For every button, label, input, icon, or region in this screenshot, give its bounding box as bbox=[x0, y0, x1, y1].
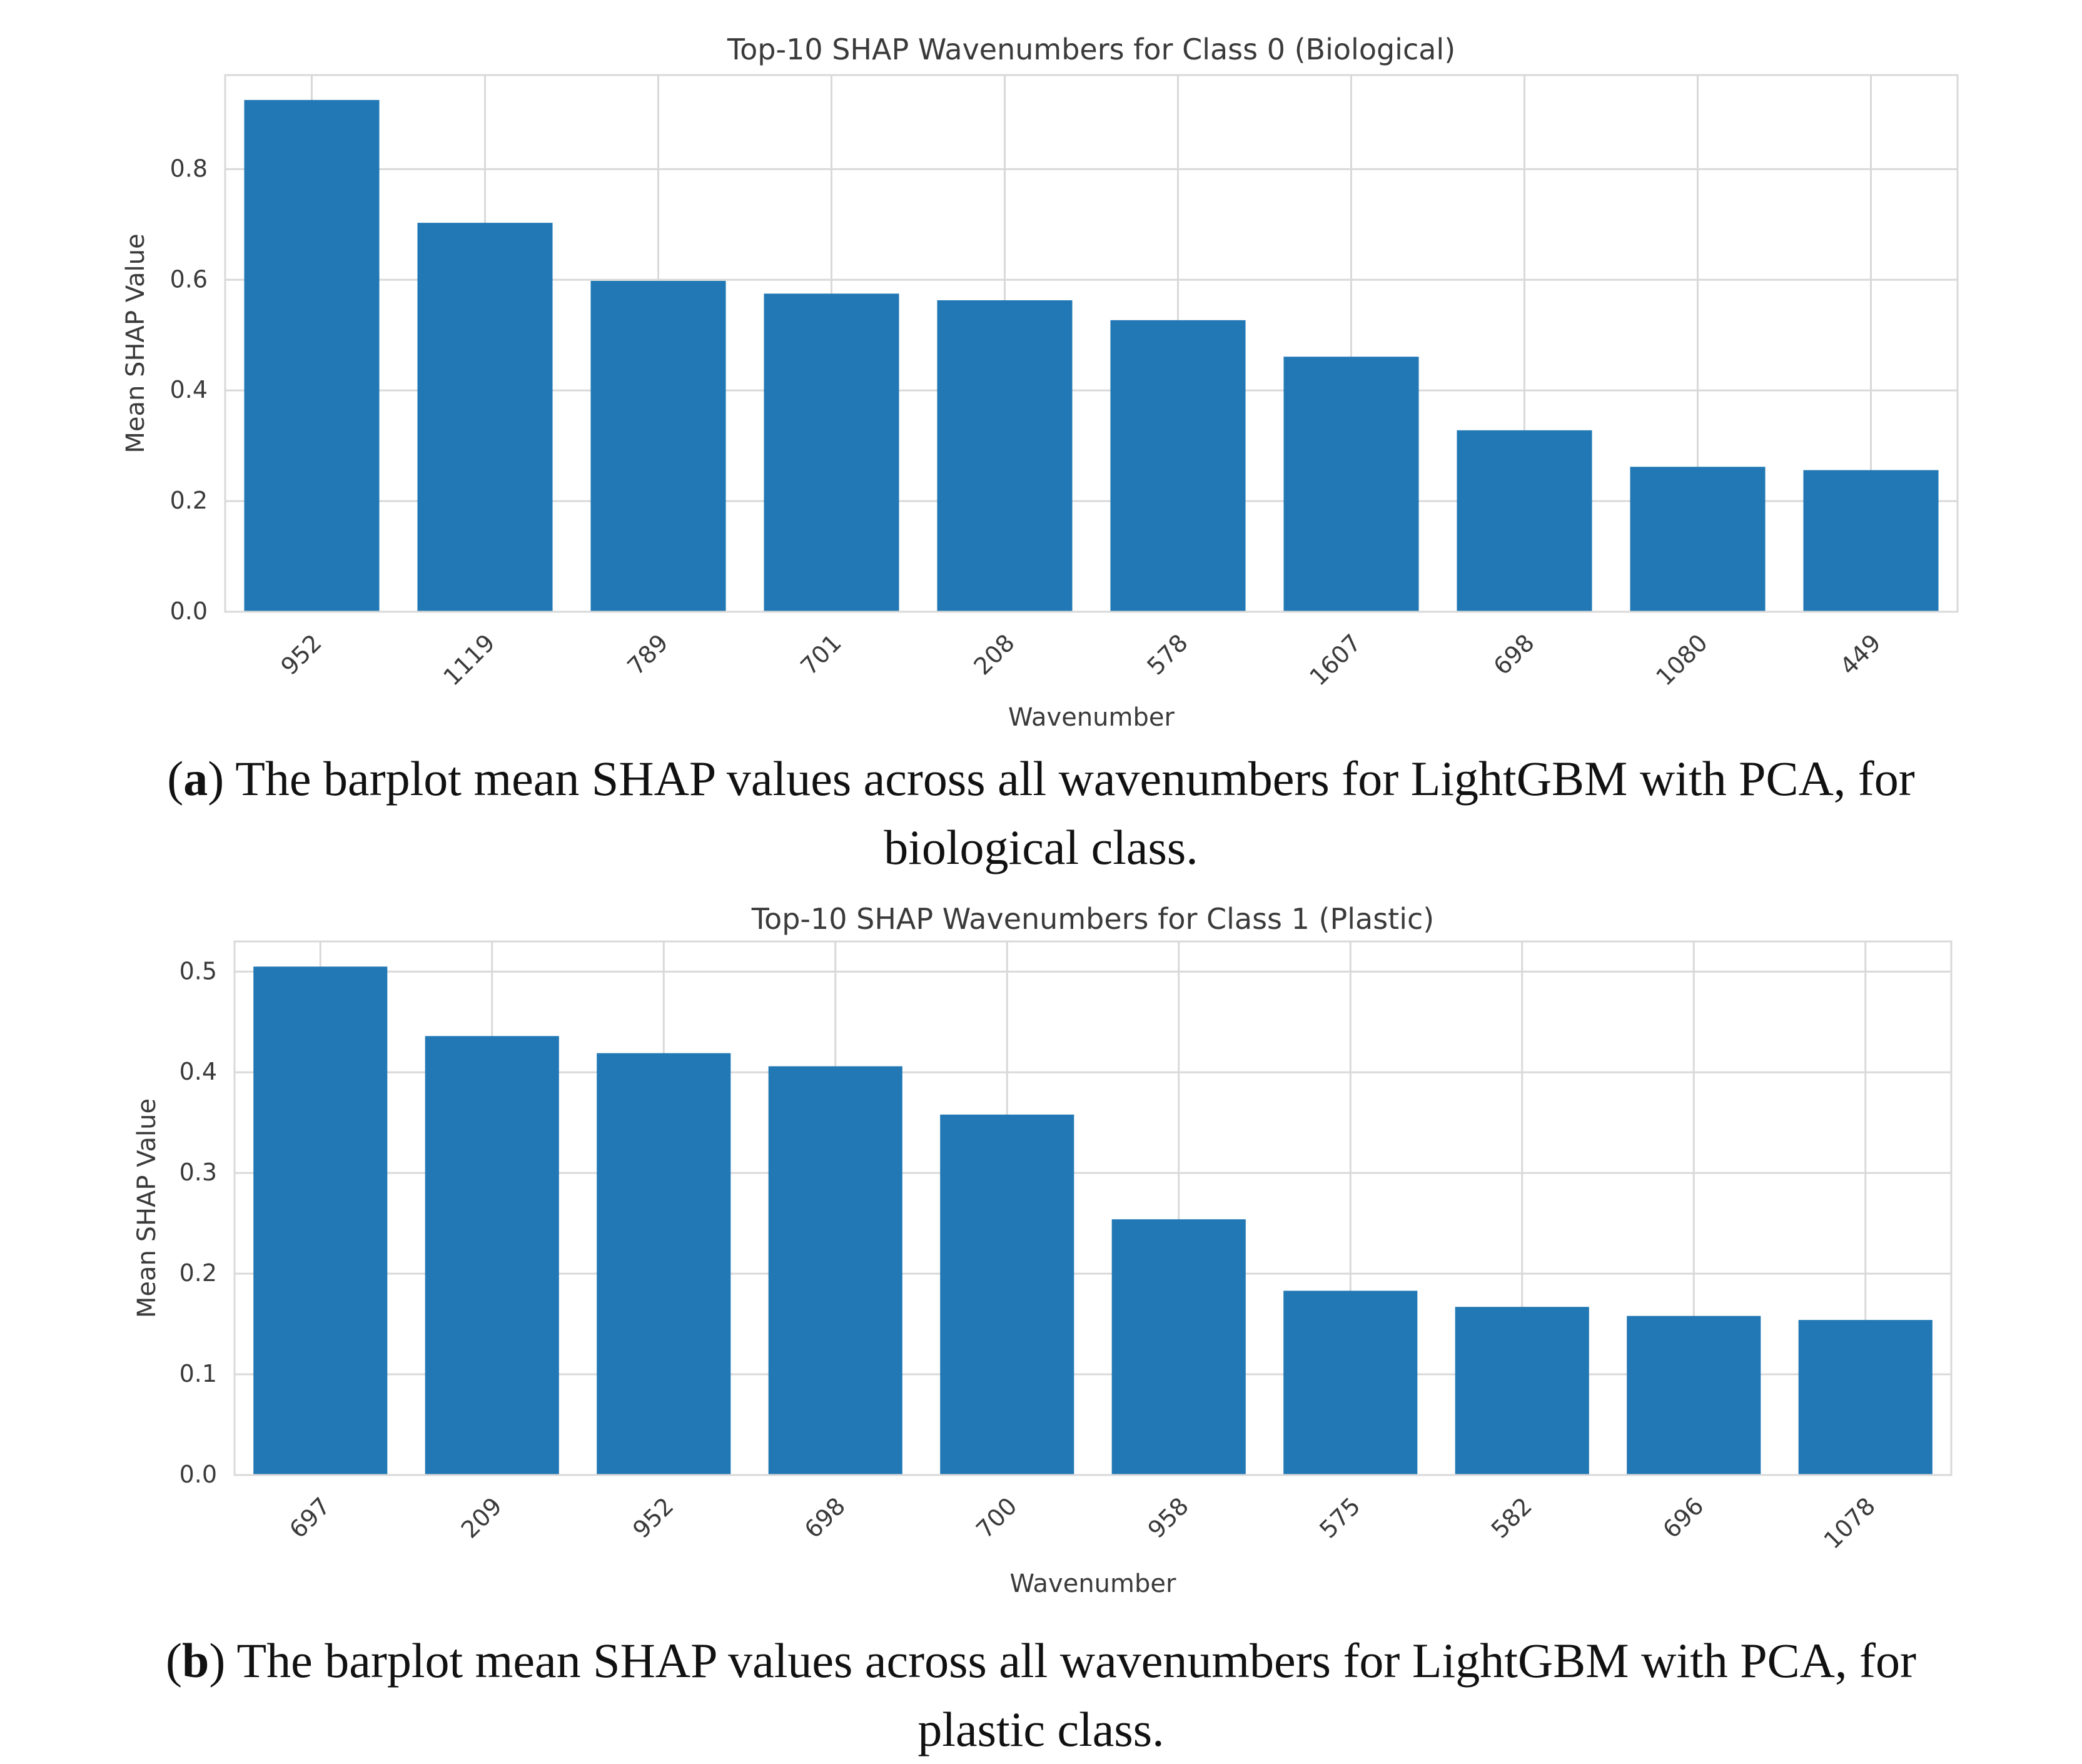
chart-b-plastic: 0.0 0.1 0.2 0.3 0.4 0.5 697 209 952 698 700 958 575 5… bbox=[133, 902, 1953, 1598]
chart-b-bar-582 bbox=[1455, 1307, 1589, 1475]
chart-a-xtick-label: 1080 bbox=[1650, 629, 1713, 691]
chart-a-bar-698 bbox=[1457, 430, 1592, 612]
chart-b-xtick-label: 209 bbox=[456, 1492, 507, 1543]
caption-b-line2: plastic class. bbox=[917, 1702, 1165, 1756]
chart-b-xtick-label: 697 bbox=[284, 1492, 335, 1543]
chart-b-xtick-label: 698 bbox=[799, 1492, 851, 1543]
chart-a-ytick-label: 0.4 bbox=[170, 376, 208, 403]
chart-a-xtick-label: 578 bbox=[1141, 629, 1193, 680]
chart-a-xtick-label: 789 bbox=[622, 629, 673, 680]
caption-a-line1: (a) The barplot mean SHAP values across … bbox=[0, 744, 2082, 813]
chart-a-ytick-label: 0.6 bbox=[170, 265, 208, 293]
chart-a-ytick-label: 0.2 bbox=[170, 487, 208, 514]
chart-b-ytick-label: 0.4 bbox=[179, 1058, 217, 1085]
caption-a-text: The barplot mean SHAP values across all … bbox=[224, 751, 1915, 806]
chart-a-bar-1080 bbox=[1630, 467, 1766, 612]
chart-b-bar-698 bbox=[768, 1066, 902, 1475]
caption-a-line2: biological class. bbox=[884, 820, 1198, 874]
chart-b-frame bbox=[233, 940, 1953, 1476]
chart-b-ytick-label: 0.3 bbox=[179, 1158, 217, 1186]
caption-a-close: ) bbox=[208, 751, 225, 806]
chart-b-bar-1078 bbox=[1798, 1320, 1933, 1475]
chart-b-bar-958 bbox=[1111, 1219, 1246, 1475]
chart-b-title: Top-10 SHAP Wavenumbers for Class 1 (Pla… bbox=[751, 902, 1434, 936]
caption-a-open: ( bbox=[167, 751, 184, 806]
caption-b-tag: b bbox=[182, 1633, 210, 1688]
chart-b-bar-209 bbox=[425, 1036, 559, 1475]
chart-b-ylabel: Mean SHAP Value bbox=[133, 1098, 161, 1318]
chart-b-ytick-label: 0.2 bbox=[179, 1259, 217, 1287]
chart-b-ytick-label: 0.1 bbox=[179, 1360, 217, 1387]
chart-a-bar-952 bbox=[244, 99, 380, 612]
caption-b-close: ) bbox=[209, 1633, 226, 1688]
chart-b-xtick-label: 1078 bbox=[1819, 1492, 1881, 1554]
chart-a-bar-578 bbox=[1110, 320, 1246, 612]
chart-b-xtick-label: 952 bbox=[627, 1492, 679, 1543]
chart-b-ytick-label: 0.0 bbox=[179, 1461, 217, 1488]
chart-b-xtick-label: 696 bbox=[1657, 1492, 1709, 1543]
caption-b-text: The barplot mean SHAP values across all … bbox=[225, 1633, 1916, 1688]
chart-a-bar-208 bbox=[937, 300, 1073, 612]
chart-a-bar-1119 bbox=[417, 223, 553, 612]
chart-a-xlabel: Wavenumber bbox=[1008, 703, 1175, 732]
chart-a-bar-1607 bbox=[1283, 357, 1419, 612]
chart-a-ytick-label: 0.8 bbox=[170, 155, 208, 182]
chart-b-xtick-label: 958 bbox=[1143, 1492, 1194, 1543]
caption-b-open: ( bbox=[166, 1633, 183, 1688]
chart-a-ylabel: Mean SHAP Value bbox=[121, 233, 150, 453]
chart-a-bar-449 bbox=[1803, 470, 1939, 612]
caption-b-line1: (b) The barplot mean SHAP values across … bbox=[0, 1626, 2082, 1695]
chart-a-title: Top-10 SHAP Wavenumbers for Class 0 (Bio… bbox=[727, 33, 1455, 66]
chart-b-xtick-label: 700 bbox=[971, 1492, 1022, 1543]
chart-b-bar-700 bbox=[940, 1114, 1074, 1475]
chart-b-bar-697 bbox=[253, 966, 388, 1475]
chart-a-bar-789 bbox=[590, 281, 726, 612]
chart-b-bar-575 bbox=[1283, 1290, 1418, 1475]
caption-b: (b) The barplot mean SHAP values across … bbox=[0, 1626, 2082, 1764]
caption-a-tag: a bbox=[183, 751, 208, 806]
chart-a-xtick-label: 701 bbox=[795, 629, 846, 680]
chart-a-frame bbox=[224, 74, 1959, 613]
chart-b-xtick-label: 575 bbox=[1314, 1492, 1365, 1543]
chart-b-bar-952 bbox=[597, 1053, 731, 1475]
chart-b-ytick-label: 0.5 bbox=[179, 957, 217, 985]
chart-a-xtick-label: 698 bbox=[1488, 629, 1539, 680]
caption-a: (a) The barplot mean SHAP values across … bbox=[0, 744, 2082, 882]
chart-a-ytick-label: 0.0 bbox=[170, 597, 208, 625]
panel-b: 0.0 0.1 0.2 0.3 0.4 0.5 697 209 952 698 700 958 575 5… bbox=[0, 882, 2082, 1760]
chart-a-xtick-label: 952 bbox=[275, 629, 326, 680]
chart-b-xtick-label: 582 bbox=[1486, 1492, 1537, 1543]
chart-a-xtick-label: 449 bbox=[1834, 629, 1886, 680]
chart-b-xlabel: Wavenumber bbox=[1010, 1569, 1176, 1598]
panel-a: 0.0 0.2 0.4 0.6 0.8 952 1119 789 701 208 578 1607 69… bbox=[0, 33, 2082, 882]
chart-a-bar-701 bbox=[764, 293, 899, 612]
chart-a-xtick-label: 1119 bbox=[438, 629, 500, 691]
chart-a-biological: 0.0 0.2 0.4 0.6 0.8 952 1119 789 701 208 578 1607 69… bbox=[121, 33, 1959, 732]
chart-a-xtick-label: 208 bbox=[968, 629, 1019, 680]
chart-b-bar-696 bbox=[1627, 1315, 1761, 1475]
chart-a-xtick-label: 1607 bbox=[1304, 629, 1367, 691]
